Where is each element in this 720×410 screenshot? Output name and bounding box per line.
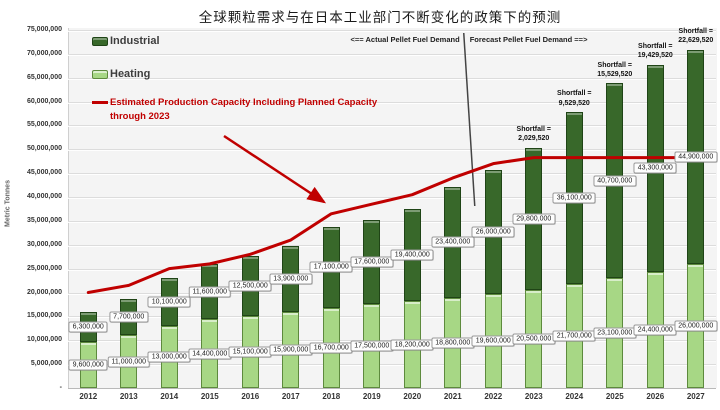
x-tick-label-2016: 2016 [241,392,260,401]
y-tick-label: 75,000,000 [26,26,62,33]
data-label-industrial-2019: 17,600,000 [350,256,394,268]
gridline [68,364,716,366]
x-tick-label-2027: 2027 [686,392,705,401]
gridline [68,125,716,127]
data-label-industrial-2026: 43,300,000 [633,162,677,174]
shortfall-label-2023: Shortfall = 2,029,520 [516,126,551,143]
data-label-industrial-2024: 36,100,000 [552,192,596,204]
data-label-heating-2013: 11,000,000 [107,356,151,368]
x-tick-label-2021: 2021 [443,392,462,401]
data-label-heating-2012: 9,600,000 [68,359,108,371]
y-tick-label: 70,000,000 [26,49,62,57]
y-tick-label: - [59,384,62,391]
y-tick-label: 20,000,000 [26,288,62,296]
legend-industrial: Industrial [92,35,160,47]
gridline [68,30,716,31]
capacity-dash-icon [92,101,108,104]
y-tick-label: 65,000,000 [26,73,62,81]
legend-industrial-label: Industrial [110,35,160,47]
x-tick-label-2019: 2019 [362,392,381,401]
gridline [68,149,716,151]
data-label-industrial-2017: 13,900,000 [269,273,313,285]
data-label-heating-2025: 23,100,000 [593,327,637,339]
legend-heating: Heating [92,68,150,80]
y-tick-label: 45,000,000 [26,169,62,177]
data-label-industrial-2025: 40,700,000 [593,175,637,187]
x-tick-label-2013: 2013 [119,392,138,401]
industrial-swatch-icon [92,36,108,46]
shortfall-label-2025: Shortfall = 15,529,520 [597,61,633,79]
gridline [68,316,716,318]
gridline [68,53,716,55]
y-tick-label: 15,000,000 [26,312,62,320]
data-label-industrial-2020: 19,400,000 [390,249,434,261]
data-label-heating-2016: 15,100,000 [228,346,272,358]
y-axis-label: Metric Tonnes [4,180,12,227]
x-tick-label-2024: 2024 [565,392,584,401]
data-label-industrial-2012: 6,300,000 [68,321,108,333]
y-tick-label: 60,000,000 [26,97,62,105]
heating-swatch-icon [92,69,108,79]
shortfall-label-2024: Shortfall = 9,529,520 [557,90,592,107]
y-tick-label: 40,000,000 [26,193,62,201]
y-tick-label: 10,000,000 [26,336,62,344]
x-tick-label-2025: 2025 [605,392,624,401]
annotation-forecast: Forecast Pellet Fuel Demand ==> [469,35,588,44]
demand-annotation: <== Actual Pellet Fuel Demand Forecast P… [351,35,588,44]
data-label-heating-2020: 18,200,000 [390,339,434,351]
annotation-actual: <== Actual Pellet Fuel Demand [350,35,460,44]
x-tick-label-2022: 2022 [484,392,503,401]
data-label-heating-2017: 15,900,000 [269,344,313,356]
legend-capacity: Estimated Production Capacity Including … [92,96,384,125]
x-tick-label-2020: 2020 [403,392,422,401]
legend-heating-label: Heating [110,68,151,80]
data-label-heating-2024: 21,700,000 [552,330,596,342]
y-tick-label: 5,000,000 [30,360,62,368]
data-label-heating-2022: 19,600,000 [471,335,515,347]
chart-title: 全球颗粒需求与在日本工业部门不断变化的政策下的预测 [198,10,562,25]
x-tick-label-2012: 2012 [79,392,98,401]
legend-capacity-label: Estimated Production Capacity Including … [110,97,378,123]
y-tick-label: 55,000,000 [26,121,62,129]
x-tick-label-2023: 2023 [524,392,543,401]
data-label-heating-2021: 18,800,000 [431,337,475,349]
x-tick-label-2015: 2015 [200,392,219,401]
data-label-heating-2019: 17,500,000 [350,340,394,352]
x-tick-label-2018: 2018 [322,392,341,401]
shortfall-label-2026: Shortfall = 19,429,520 [637,42,673,60]
data-label-industrial-2013: 7,700,000 [109,311,149,323]
data-label-industrial-2022: 26,000,000 [471,226,515,238]
data-label-heating-2023: 20,500,000 [512,333,556,345]
data-label-industrial-2015: 11,600,000 [188,286,232,298]
data-label-industrial-2018: 17,100,000 [309,261,353,273]
gridline [68,101,716,103]
data-label-industrial-2014: 10,100,000 [147,296,191,308]
data-label-industrial-2023: 29,800,000 [512,213,556,225]
y-tick-label: 35,000,000 [26,216,62,224]
data-label-heating-2026: 24,400,000 [633,324,677,336]
y-tick-label: 25,000,000 [26,264,62,272]
x-axis-line [68,388,716,389]
data-label-heating-2015: 14,400,000 [188,348,232,360]
data-label-industrial-2016: 12,500,000 [228,280,272,292]
data-label-heating-2018: 16,700,000 [309,342,353,354]
x-tick-label-2026: 2026 [646,392,665,401]
data-label-industrial-2021: 23,400,000 [431,236,475,248]
data-label-heating-2027: 26,000,000 [674,320,718,332]
shortfall-label-2027: Shortfall = 22,629,520 [678,27,714,45]
data-label-industrial-2027: 44,900,000 [674,151,718,163]
gridline [68,77,716,79]
y-tick-label: 30,000,000 [26,240,62,248]
x-tick-label-2017: 2017 [281,392,300,401]
y-tick-label: 50,000,000 [26,145,62,153]
x-tick-label-2014: 2014 [160,392,179,401]
data-label-heating-2014: 13,000,000 [147,351,191,363]
